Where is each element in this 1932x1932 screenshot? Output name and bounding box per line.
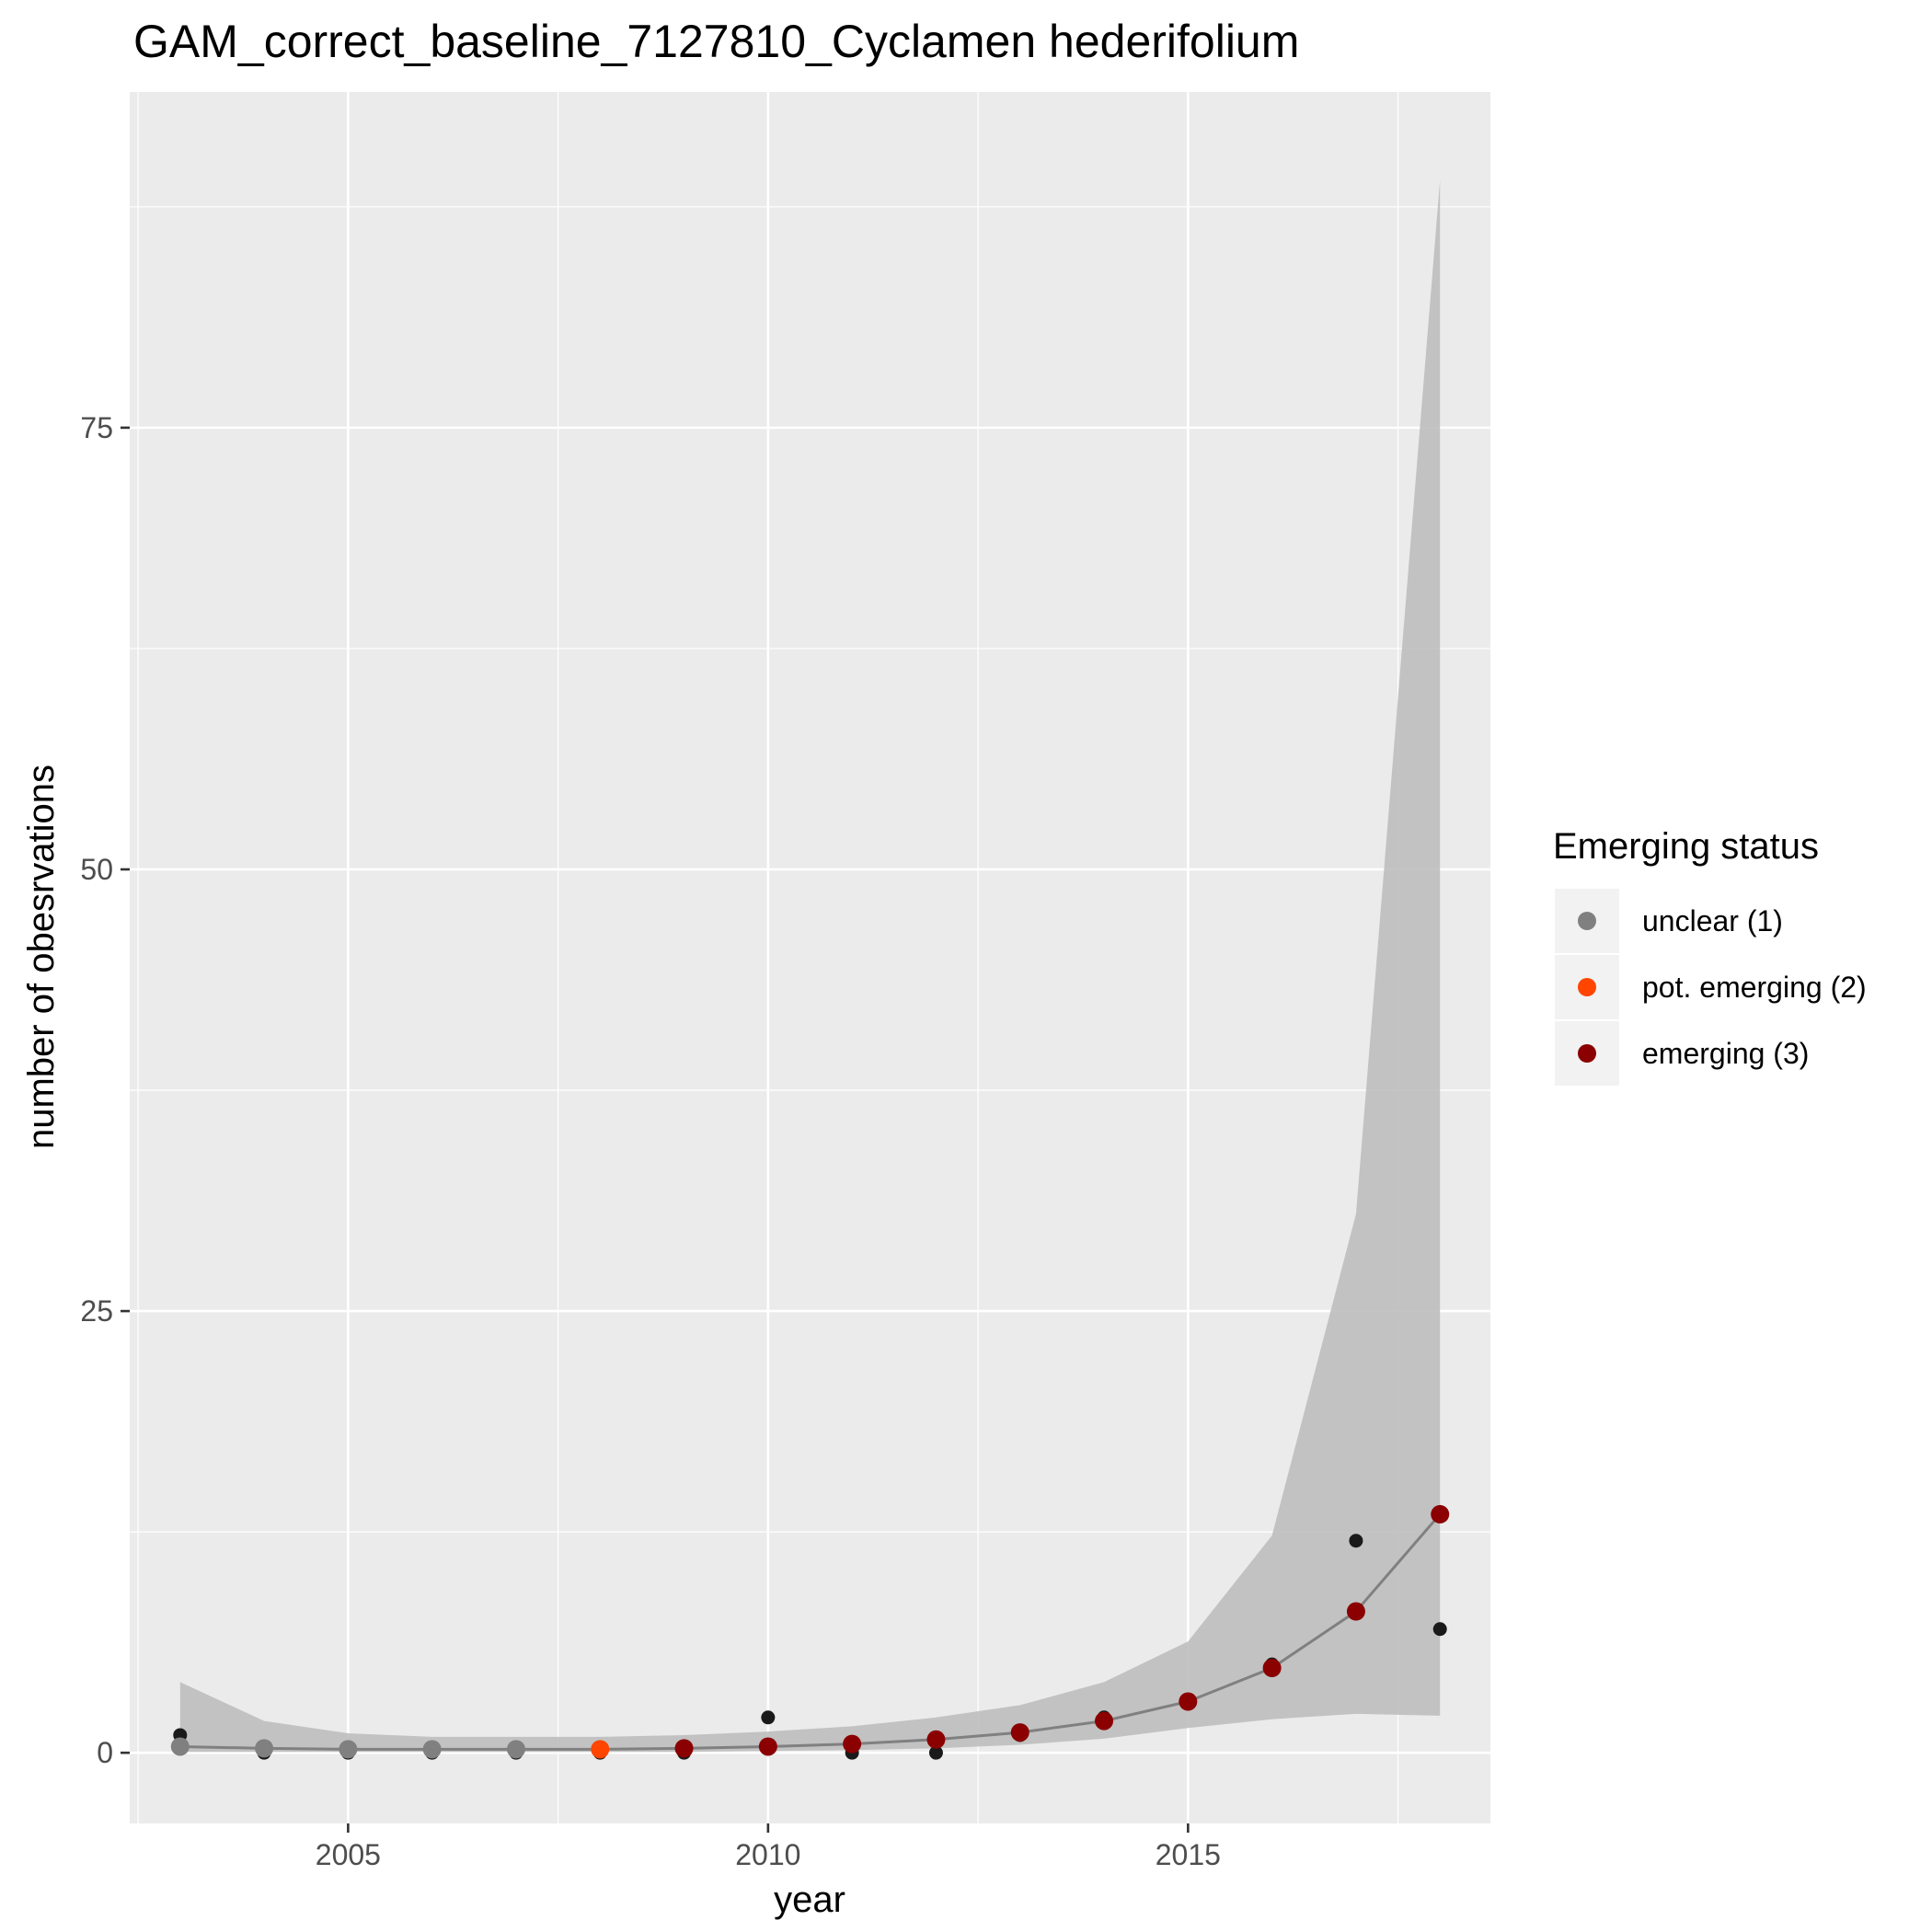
observed-point xyxy=(761,1710,776,1725)
fitted-point xyxy=(1262,1659,1282,1678)
chart-title: GAM_correct_baseline_7127810_Cyclamen he… xyxy=(133,16,1299,67)
x-axis-title: year xyxy=(774,1880,845,1920)
y-axis: 0 25 50 75 xyxy=(80,411,130,1769)
observed-point xyxy=(928,1745,943,1760)
x-tick-label: 2015 xyxy=(1156,1838,1221,1871)
fit-line-layer xyxy=(179,1512,1442,1751)
fitted-point xyxy=(674,1739,694,1758)
legend-key-marker xyxy=(1578,978,1596,996)
x-axis: 2005 2010 2015 xyxy=(316,1823,1221,1871)
legend-key-marker xyxy=(1578,912,1596,930)
legend-label: emerging (3) xyxy=(1642,1037,1809,1070)
y-tick-label: 0 xyxy=(97,1736,113,1769)
x-tick-label: 2005 xyxy=(316,1838,381,1871)
observed-point xyxy=(1432,1622,1447,1637)
legend-key-marker xyxy=(1578,1044,1596,1063)
y-axis-title: number of obesrvations xyxy=(21,765,62,1149)
legend-entries: unclear (1) pot. emerging (2) emerging (3) xyxy=(1555,889,1867,1086)
fitted-point xyxy=(926,1730,946,1749)
fitted-point xyxy=(422,1740,442,1759)
y-tick-label: 25 xyxy=(80,1294,113,1328)
fitted-point xyxy=(1346,1602,1365,1621)
fitted-points-layer xyxy=(170,1504,1450,1759)
fitted-point xyxy=(1179,1692,1198,1711)
fitted-point xyxy=(591,1740,610,1759)
minor-gridlines xyxy=(130,92,1490,1823)
fitted-point xyxy=(339,1740,358,1759)
major-gridlines xyxy=(130,92,1490,1823)
confidence-ribbon xyxy=(179,180,1441,1753)
legend-label: pot. emerging (2) xyxy=(1642,971,1867,1004)
fitted-point xyxy=(843,1734,862,1754)
legend-label: unclear (1) xyxy=(1642,904,1783,937)
fitted-point xyxy=(506,1740,525,1759)
x-tick-label: 2010 xyxy=(735,1838,800,1871)
fit-line xyxy=(179,1512,1442,1751)
fitted-point xyxy=(1095,1711,1114,1731)
fitted-point xyxy=(758,1737,777,1756)
legend-title: Emerging status xyxy=(1553,826,1819,867)
legend: Emerging status unclear (1) pot. emerging… xyxy=(1553,826,1867,1086)
plot-panel xyxy=(130,92,1490,1823)
fitted-point xyxy=(1431,1504,1450,1524)
y-tick-label: 50 xyxy=(80,853,113,886)
confidence-ribbon-layer xyxy=(179,180,1441,1753)
fitted-point xyxy=(170,1737,190,1756)
fitted-point xyxy=(255,1739,274,1758)
fitted-point xyxy=(1010,1723,1029,1742)
y-tick-label: 75 xyxy=(80,411,113,444)
observed-point xyxy=(1349,1534,1363,1548)
